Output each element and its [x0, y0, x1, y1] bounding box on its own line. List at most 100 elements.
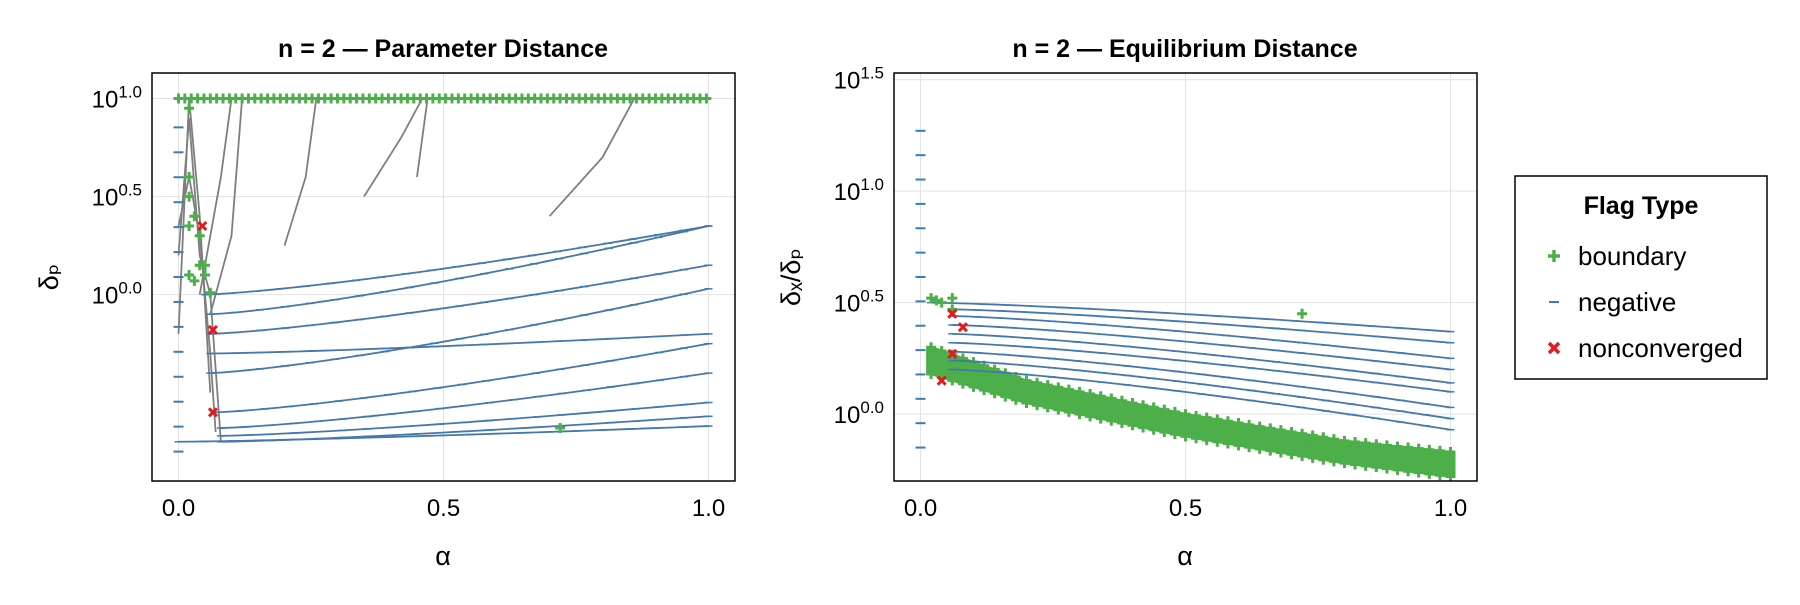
gray-path: [416, 98, 429, 178]
boundary-marker: [1328, 434, 1339, 445]
boundary-marker: [1318, 432, 1329, 443]
y-tick-labels: 100.0 100.5 101.0 101.5: [834, 64, 884, 429]
y-tick-label: 101.0: [92, 83, 142, 114]
blue-series-lines: [174, 225, 713, 443]
gray-path: [177, 118, 222, 442]
boundary-marker: [947, 293, 958, 304]
y-tick-label: 100.5: [92, 181, 142, 212]
boundary-marker: [1159, 404, 1170, 415]
boundary-marker: [184, 191, 195, 202]
series-line: [220, 372, 709, 429]
boundary-marker: [1180, 409, 1191, 420]
x-tick-labels: 0.0 0.5 1.0: [904, 495, 1467, 522]
nonconverged-marker: [197, 220, 208, 232]
legend: Flag Type boundary negative nonconverged: [1514, 175, 1768, 380]
panel-title: n = 2 — Parameter Distance: [278, 35, 608, 63]
boundary-marker: [1381, 440, 1392, 451]
y-axis-label: δₓ/δₚ: [776, 248, 806, 306]
boundary-marker: [926, 342, 937, 353]
boundary-marker: [1265, 423, 1276, 434]
boundary-marker: [1222, 416, 1233, 427]
boundary-marker: [1127, 397, 1138, 408]
boundary-marker: [1434, 445, 1445, 456]
boundary-marker: [184, 221, 195, 231]
y-tick-label: 100.5: [834, 287, 884, 318]
nonconverged-marker: [207, 324, 219, 336]
y-tick-label: 100.0: [834, 398, 884, 429]
x-marker-icon: [1547, 341, 1561, 355]
parameter-distance-panel: n = 2 — Parameter Distance 0.0 0.5 1.0 100…: [34, 35, 736, 571]
panel-title: n = 2 — Equilibrium Distance: [1012, 35, 1357, 63]
boundary-marker: [1392, 441, 1403, 452]
gray-path: [363, 98, 424, 198]
boundary-marker: [1297, 308, 1308, 319]
boundary-marker: [1360, 438, 1371, 449]
boundary-marker: [205, 287, 216, 298]
gray-path: [209, 98, 243, 315]
boundary-marker: [1042, 380, 1053, 391]
boundary-marker: [1138, 400, 1149, 411]
equilibrium-distance-panel: n = 2 — Equilibrium Distance 0.0 0.5 1.0 1…: [776, 35, 1478, 571]
boundary-marker: [1169, 406, 1180, 417]
x-tick-label: 1.0: [1434, 495, 1467, 522]
boundary-marker: [189, 275, 200, 286]
nonconverged-marker: [947, 348, 958, 359]
gray-path: [177, 98, 212, 393]
boundary-marker: [1191, 410, 1202, 421]
legend-item-negative: negative: [1549, 287, 1676, 317]
x-tick-label: 0.5: [1169, 495, 1202, 522]
gray-path: [283, 98, 318, 246]
boundary-marker: [200, 260, 210, 271]
boundary-marker: [184, 171, 195, 182]
boundary-marker: [1148, 402, 1159, 413]
boundary-band: [926, 342, 1456, 482]
gray-path: [548, 98, 636, 217]
y-tick-labels: 100.0 100.5 101.0: [92, 83, 142, 310]
y-tick-label: 100.0: [92, 279, 142, 310]
series-line: [210, 287, 709, 375]
boundary-marker: [701, 93, 712, 104]
boundary-line: [930, 350, 1451, 458]
x-tick-labels: 0.0 0.5 1.0: [162, 495, 725, 522]
boundary-marker: [1254, 421, 1265, 432]
boundary-marker: [184, 103, 195, 114]
plot-frame: [151, 72, 736, 482]
y-tick-label: 101.5: [834, 64, 884, 95]
boundary-marker: [1021, 375, 1032, 386]
x-axis-label: α: [435, 541, 451, 571]
data-markers: [915, 129, 1308, 449]
boundary-marker: [1074, 386, 1085, 397]
boundary-marker: [200, 270, 210, 281]
boundary-marker: [1085, 389, 1096, 400]
boundary-marker: [1424, 444, 1435, 455]
boundary-marker: [1053, 382, 1064, 393]
nonconverged-marker: [936, 375, 947, 386]
boundary-marker: [1339, 435, 1350, 446]
boundary-marker: [194, 230, 205, 241]
x-tick-label: 1.0: [692, 495, 725, 522]
boundary-marker: [926, 293, 937, 304]
boundary-marker: [1032, 377, 1043, 388]
boundary-marker: [1445, 447, 1456, 458]
legend-label: boundary: [1578, 241, 1686, 271]
boundary-marker: [1275, 425, 1286, 436]
nonconverged-marker: [207, 407, 219, 418]
boundary-marker: [936, 345, 947, 356]
legend-label: negative: [1578, 287, 1676, 317]
plus-marker-icon: [1548, 250, 1560, 262]
boundary-marker: [1201, 412, 1212, 423]
series-line: [210, 332, 709, 355]
boundary-marker: [936, 297, 947, 308]
x-tick-label: 0.5: [427, 495, 460, 522]
legend-item-nonconverged: nonconverged: [1547, 333, 1743, 363]
x-axis-label: α: [1177, 541, 1193, 571]
boundary-marker: [189, 211, 200, 222]
blue-series-lines: [927, 301, 1455, 431]
boundary-marker: [1371, 439, 1382, 450]
series-line: [204, 225, 709, 296]
boundary-marker: [1095, 391, 1106, 402]
y-axis-label: δₚ: [34, 264, 64, 291]
series-line: [952, 332, 1451, 384]
boundary-marker: [931, 295, 942, 306]
